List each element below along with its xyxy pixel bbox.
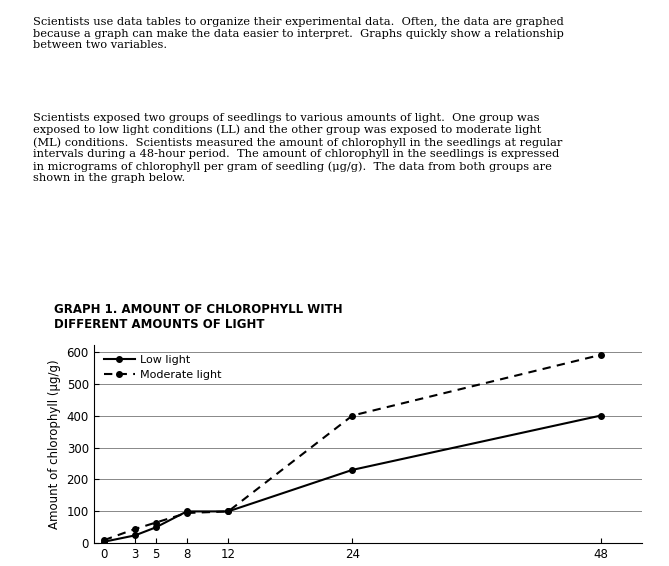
- Low light: [131, 532, 139, 539]
- Line: Moderate light: Moderate light: [101, 352, 603, 543]
- Moderate light: [131, 526, 139, 533]
- Moderate light: [597, 351, 605, 358]
- Low light: [224, 508, 232, 515]
- Text: Scientists use data tables to organize their experimental data.  Often, the data: Scientists use data tables to organize t…: [33, 17, 565, 50]
- Text: GRAPH 1. AMOUNT OF CHLOROPHYLL WITH
DIFFERENT AMOUNTS OF LIGHT: GRAPH 1. AMOUNT OF CHLOROPHYLL WITH DIFF…: [54, 303, 342, 331]
- Moderate light: [224, 508, 232, 515]
- Low light: [152, 524, 160, 531]
- Moderate light: [349, 412, 357, 419]
- Low light: [183, 508, 191, 515]
- Line: Low light: Low light: [101, 413, 603, 544]
- Text: Scientists exposed two groups of seedlings to various amounts of light.  One gro: Scientists exposed two groups of seedlin…: [33, 113, 563, 183]
- Low light: [597, 412, 605, 419]
- Legend: Low light, Moderate light: Low light, Moderate light: [99, 351, 226, 384]
- Y-axis label: Amount of chlorophyll (μg/g): Amount of chlorophyll (μg/g): [48, 359, 61, 529]
- Moderate light: [183, 509, 191, 516]
- Moderate light: [100, 537, 108, 543]
- Low light: [349, 466, 357, 473]
- Low light: [100, 538, 108, 545]
- Moderate light: [152, 519, 160, 526]
